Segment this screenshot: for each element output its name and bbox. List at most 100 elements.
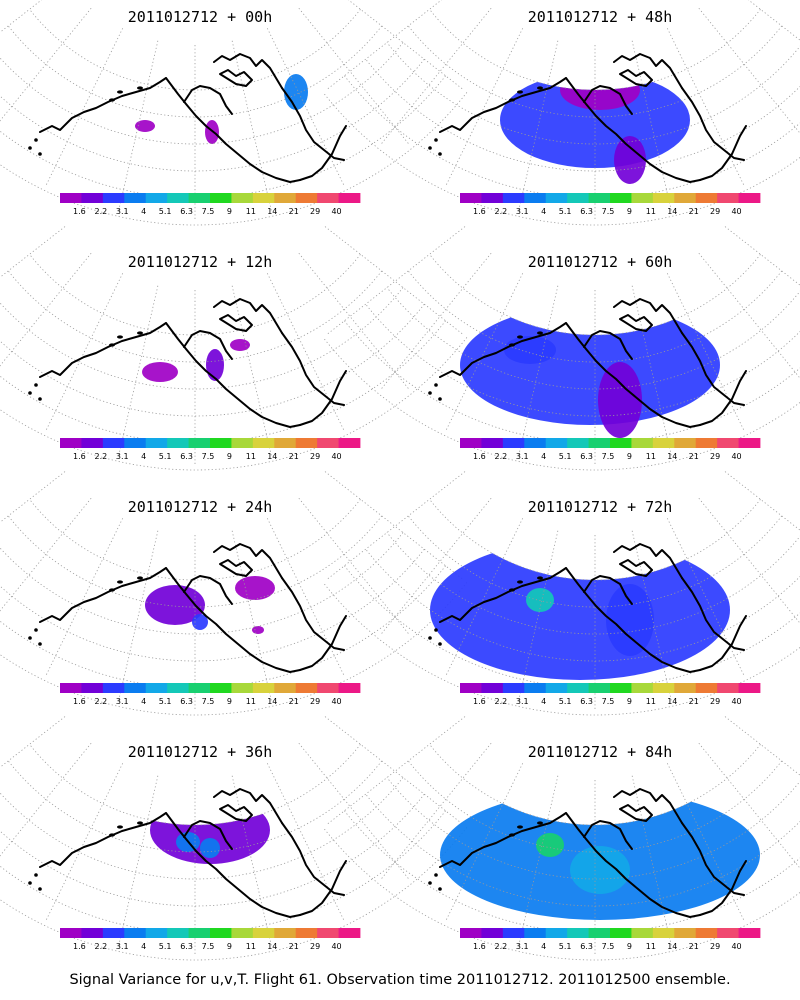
coastline (28, 543, 347, 673)
colorbar-swatch (295, 928, 318, 938)
colorbar-tick-label: 9 (227, 942, 232, 951)
colorbar-swatch (674, 928, 697, 938)
colorbar-swatch (81, 928, 104, 938)
colorbar-swatch (231, 438, 254, 448)
colorbar-swatch (167, 683, 189, 693)
colorbar-tick-label: 3.1 (116, 697, 129, 706)
colorbar-swatch (145, 193, 168, 203)
colorbar-tick-label: 7.5 (602, 697, 615, 706)
panel-title: 2011012712 + 60h (528, 253, 673, 271)
colorbar-tick-label: 5.1 (159, 452, 172, 461)
colorbar-swatch (167, 438, 189, 448)
colorbar-swatch (252, 683, 275, 693)
colorbar-tick-label: 7.5 (602, 207, 615, 216)
colorbar-tick-label: 11 (246, 697, 256, 706)
coastline (28, 53, 347, 183)
colorbar-tick-label: 4 (141, 697, 146, 706)
colorbar: 1.6 2.2 3.1 4 5.1 6.3 7.5 9 11 14 21 29 40 (60, 438, 361, 461)
variance-field (430, 540, 730, 680)
colorbar-tick-label: 5.1 (559, 452, 572, 461)
variance-contour (206, 349, 224, 381)
variance-contour (430, 540, 730, 680)
colorbar-tick-label: 1.6 (73, 697, 86, 706)
colorbar-swatch (545, 683, 568, 693)
variance-contour (460, 305, 720, 425)
colorbar-tick-label: 5.1 (159, 697, 172, 706)
colorbar-swatch (252, 438, 275, 448)
variance-field (145, 576, 275, 634)
colorbar: 1.6 2.2 3.1 4 5.1 6.3 7.5 9 11 14 21 29 40 (460, 683, 761, 706)
colorbar-swatch (502, 193, 525, 203)
coastline (28, 298, 347, 428)
colorbar-tick-label: 14 (267, 452, 277, 461)
variance-field (460, 305, 720, 438)
colorbar-swatch (124, 438, 147, 448)
colorbar-tick-label: 2.2 (94, 452, 107, 461)
colorbar-tick-label: 4 (141, 452, 146, 461)
colorbar-swatch (738, 683, 761, 693)
colorbar-swatch (674, 683, 697, 693)
colorbar-swatch (610, 193, 632, 203)
colorbar-swatch (124, 193, 147, 203)
lat-lon-grid (322, 471, 800, 716)
colorbar-tick-label: 6.3 (580, 207, 593, 216)
colorbar-tick-label: 40 (331, 697, 341, 706)
colorbar-tick-label: 6.3 (180, 942, 193, 951)
colorbar-tick-label: 3.1 (116, 207, 129, 216)
colorbar-tick-label: 5.1 (159, 207, 172, 216)
colorbar-swatch (317, 438, 339, 448)
map-area (322, 226, 800, 471)
colorbar-tick-label: 29 (310, 207, 320, 216)
colorbar-swatch (695, 928, 718, 938)
colorbar-tick-label: 9 (627, 452, 632, 461)
colorbar-swatch (738, 438, 761, 448)
colorbar-tick-label: 1.6 (73, 207, 86, 216)
colorbar-swatch (674, 438, 697, 448)
colorbar-swatch (145, 438, 168, 448)
colorbar-swatch (502, 683, 525, 693)
colorbar-tick-label: 14 (267, 697, 277, 706)
colorbar-tick-label: 9 (627, 942, 632, 951)
colorbar-tick-label: 29 (710, 207, 720, 216)
colorbar: 1.6 2.2 3.1 4 5.1 6.3 7.5 9 11 14 21 29 40 (460, 193, 761, 216)
colorbar-swatch (524, 438, 547, 448)
colorbar-swatch (674, 193, 697, 203)
colorbar-tick-label: 6.3 (180, 207, 193, 216)
colorbar-swatch (60, 438, 82, 448)
colorbar-tick-label: 9 (227, 207, 232, 216)
coastline (428, 543, 747, 673)
colorbar-swatch (231, 193, 254, 203)
colorbar-swatch (252, 928, 275, 938)
colorbar-swatch (524, 193, 547, 203)
colorbar-tick-label: 11 (646, 697, 656, 706)
variance-field (500, 70, 690, 184)
colorbar-tick-label: 3.1 (116, 452, 129, 461)
colorbar-swatch (274, 683, 297, 693)
colorbar-swatch (124, 928, 147, 938)
colorbar-swatch (338, 928, 361, 938)
colorbar-swatch (81, 683, 104, 693)
figure-caption: Signal Variance for u,v,T. Flight 61. Ob… (69, 972, 730, 988)
colorbar-swatch (210, 928, 232, 938)
panel-title: 2011012712 + 48h (528, 8, 673, 26)
variance-contour (560, 70, 640, 110)
colorbar-swatch (631, 438, 654, 448)
colorbar-swatch (81, 438, 104, 448)
colorbar-swatch (145, 928, 168, 938)
colorbar-tick-label: 4 (541, 452, 546, 461)
colorbar-swatch (210, 193, 232, 203)
map-panel: 2011012712 + 24h 1.6 2.2 3.1 4 5.1 6.3 7.5 9 11 14… (0, 471, 468, 716)
colorbar-swatch (460, 928, 482, 938)
colorbar-tick-label: 2.2 (94, 942, 107, 951)
map-panel: 2011012712 + 00h 1.6 2.2 3.1 4 5.1 6.3 7.5 9 11 14… (0, 0, 468, 226)
colorbar-swatch (567, 928, 589, 938)
map-area (0, 0, 468, 226)
panel-title: 2011012712 + 12h (128, 253, 273, 271)
variance-field (135, 74, 308, 144)
map-panel: 2011012712 + 12h 1.6 2.2 3.1 4 5.1 6.3 7.5 9 11 14… (0, 226, 468, 471)
colorbar: 1.6 2.2 3.1 4 5.1 6.3 7.5 9 11 14 21 29 40 (60, 928, 361, 951)
colorbar-tick-label: 9 (227, 697, 232, 706)
colorbar-tick-label: 4 (541, 942, 546, 951)
colorbar-swatch (738, 928, 761, 938)
colorbar-swatch (317, 928, 339, 938)
